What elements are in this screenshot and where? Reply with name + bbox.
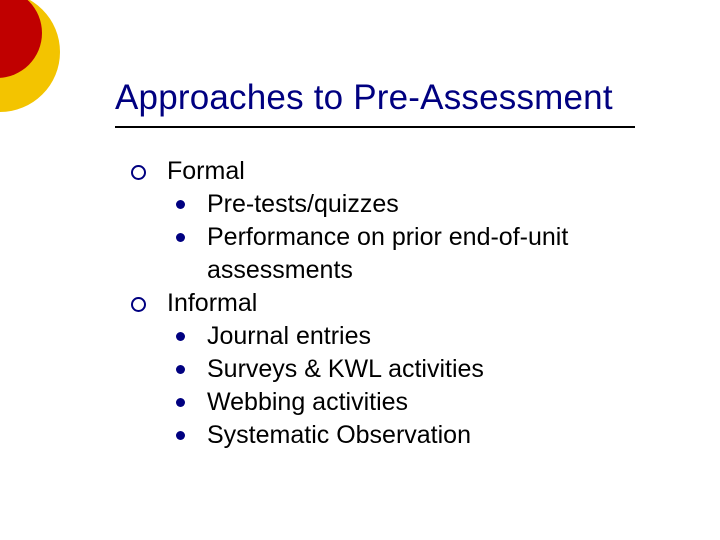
sublist-item: Journal entries bbox=[167, 320, 685, 353]
slide-content: Formal Pre-tests/quizzes Performance on … bbox=[125, 155, 685, 452]
sublist-item-label: Performance on prior end-of-unit assessm… bbox=[207, 223, 568, 284]
sublist-item-label: Pre-tests/quizzes bbox=[207, 190, 399, 218]
sublist: Journal entries Surveys & KWL activities… bbox=[167, 320, 685, 452]
title-underline bbox=[115, 126, 635, 128]
slide: Approaches to Pre-Assessment Formal Pre-… bbox=[0, 0, 720, 540]
sublist-item-label: Systematic Observation bbox=[207, 421, 471, 449]
sublist-item-label: Webbing activities bbox=[207, 388, 408, 416]
slide-title: Approaches to Pre-Assessment bbox=[115, 78, 613, 118]
list-item-label: Informal bbox=[167, 289, 257, 317]
list-item-label: Formal bbox=[167, 157, 245, 185]
sublist-item-label: Journal entries bbox=[207, 322, 371, 350]
sublist-item: Surveys & KWL activities bbox=[167, 353, 685, 386]
sublist-item: Webbing activities bbox=[167, 386, 685, 419]
sublist-item-label: Surveys & KWL activities bbox=[207, 355, 484, 383]
sublist-item: Pre-tests/quizzes bbox=[167, 188, 685, 221]
sublist-item: Performance on prior end-of-unit assessm… bbox=[167, 221, 685, 287]
list-item: Informal bbox=[125, 287, 685, 320]
list-item: Formal bbox=[125, 155, 685, 188]
sublist: Pre-tests/quizzes Performance on prior e… bbox=[167, 188, 685, 287]
sublist-item: Systematic Observation bbox=[167, 419, 685, 452]
